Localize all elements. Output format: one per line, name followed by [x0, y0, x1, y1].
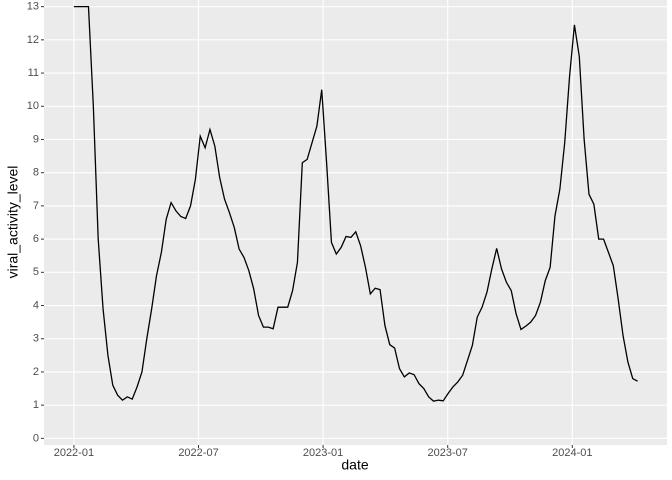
y-tick-label: 2	[33, 366, 39, 378]
y-tick-label: 11	[28, 67, 39, 79]
x-axis-title: date	[341, 457, 368, 473]
y-axis-title: viral_activity_level	[5, 166, 21, 279]
y-tick-label: 5	[33, 266, 39, 278]
y-tick-label: 12	[27, 34, 39, 46]
y-tick-label: 1	[33, 399, 39, 411]
plot-panel	[44, 0, 667, 445]
y-tick-label: 4	[33, 299, 39, 311]
y-tick-label: 10	[27, 100, 39, 112]
x-tick-label: 2022-01	[54, 447, 94, 459]
x-tick-label: 2023-07	[428, 447, 468, 459]
y-tick-label: 7	[33, 200, 39, 212]
y-tick-label: 3	[33, 333, 39, 345]
x-tick-label: 2023-01	[303, 447, 343, 459]
x-tick-label: 2024-01	[552, 447, 592, 459]
x-tick-label: 2022-07	[178, 447, 218, 459]
y-tick-label: 9	[33, 133, 39, 145]
y-tick-label: 13	[27, 1, 39, 13]
y-tick-label: 8	[33, 167, 39, 179]
data-line	[73, 5, 638, 402]
y-tick-label: 6	[33, 233, 39, 245]
y-tick-label: 0	[33, 432, 39, 444]
